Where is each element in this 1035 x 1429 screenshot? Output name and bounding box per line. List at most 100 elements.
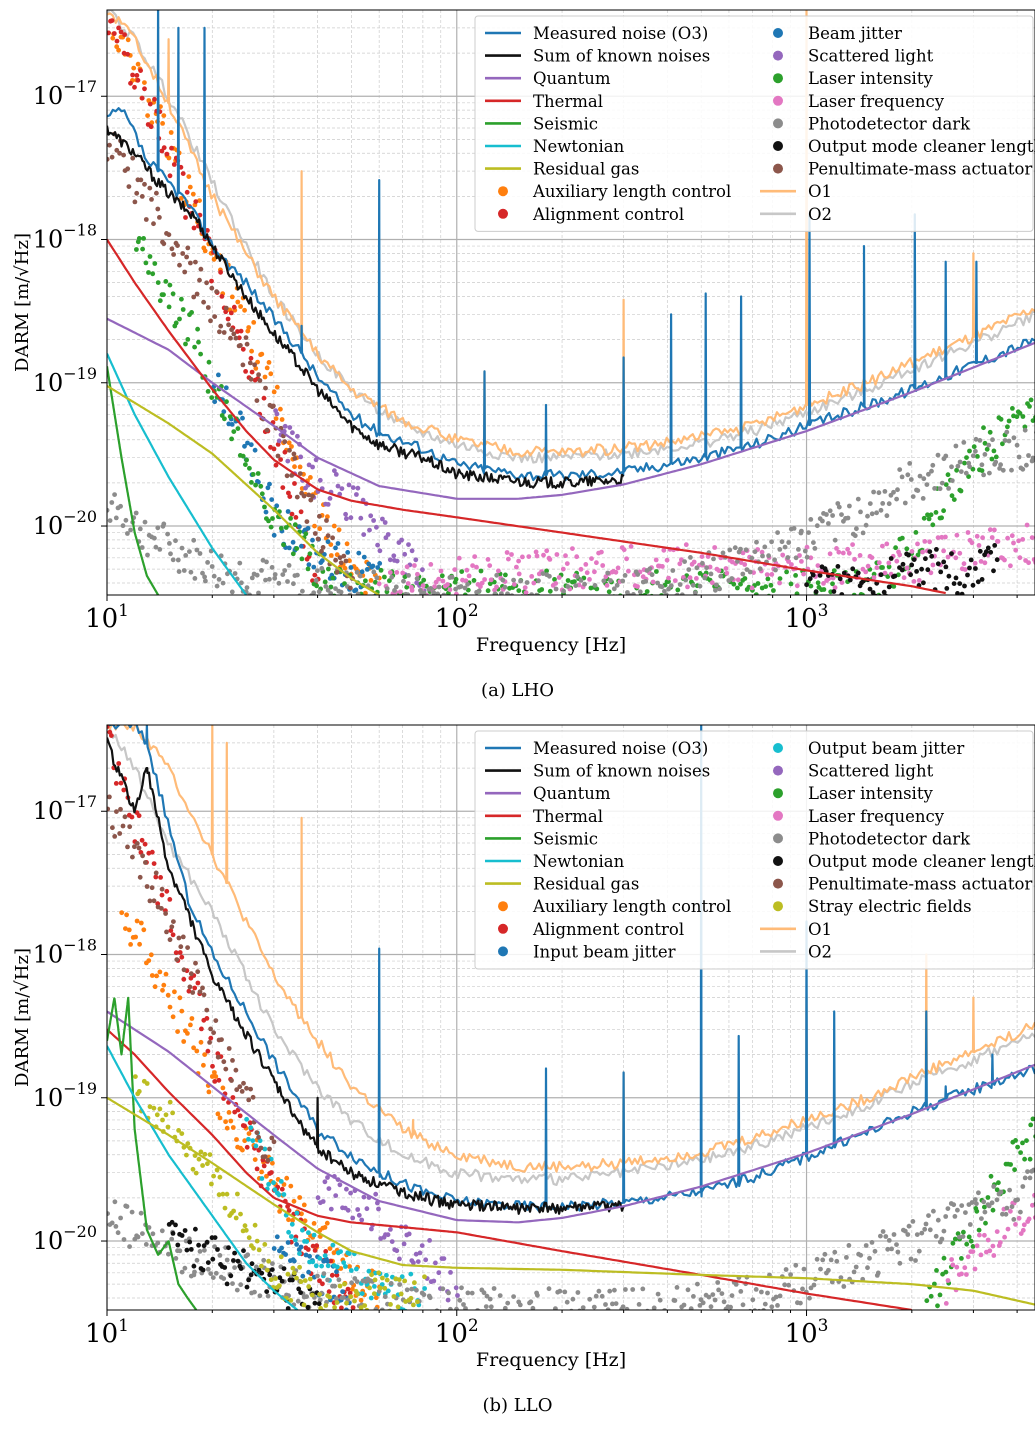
data-point (584, 570, 590, 576)
data-point (989, 535, 995, 540)
data-point (146, 270, 151, 275)
data-point (161, 113, 167, 118)
data-point (255, 471, 261, 476)
y-tick-label: 10−18 (33, 221, 97, 254)
data-point (553, 586, 559, 592)
data-point (409, 588, 415, 593)
data-point (311, 590, 317, 595)
data-point (874, 510, 879, 516)
data-point (631, 592, 636, 595)
data-point (248, 376, 254, 382)
data-point (441, 1256, 447, 1261)
data-point (614, 582, 620, 588)
data-point (135, 77, 141, 83)
data-point (297, 524, 302, 530)
data-point (804, 544, 810, 550)
legend-entry: O1 (760, 182, 832, 201)
data-point (212, 1235, 218, 1240)
data-point (973, 448, 978, 454)
data-point (170, 1110, 176, 1116)
data-point (678, 604, 683, 609)
data-point (348, 585, 353, 591)
data-point (357, 573, 363, 579)
data-point (147, 898, 153, 904)
data-point (874, 565, 880, 571)
data-point (488, 1304, 494, 1310)
x-axis-label: Frequency [Hz] (476, 634, 626, 656)
data-point (303, 531, 309, 537)
data-point (643, 1317, 648, 1322)
data-point (149, 197, 154, 202)
data-point (424, 1320, 429, 1325)
data-point (282, 423, 288, 429)
data-point (479, 580, 485, 586)
data-point (213, 1270, 219, 1276)
data-point (775, 1303, 780, 1308)
data-point (184, 254, 190, 260)
data-point (962, 1265, 968, 1271)
data-point (601, 578, 607, 584)
legend-entry: Output mode cleaner length (773, 137, 1035, 156)
data-point (182, 269, 188, 275)
legend-entry: Output beam jitter (773, 739, 964, 758)
data-point (205, 1161, 210, 1167)
data-point (453, 586, 458, 592)
data-point (592, 583, 598, 588)
data-point (308, 475, 313, 480)
data-point (599, 608, 604, 613)
data-point (264, 427, 270, 433)
data-point (677, 582, 683, 587)
data-point (426, 597, 431, 602)
data-point (691, 1294, 696, 1299)
data-point (201, 299, 207, 305)
data-point (281, 542, 286, 548)
legend-label: Beam jitter (808, 24, 902, 43)
data-point (187, 184, 193, 190)
data-point (626, 568, 631, 574)
series-output-mode-cleaner-length (166, 1219, 322, 1310)
data-point (123, 517, 129, 523)
data-point (902, 1228, 908, 1234)
y-tick-label: 10−20 (33, 1222, 97, 1255)
data-point (306, 1230, 311, 1236)
data-point (185, 245, 191, 251)
series-quantum (107, 317, 1035, 500)
data-point (413, 596, 418, 601)
data-point (141, 236, 147, 241)
legend-label: Alignment control (532, 205, 684, 224)
data-point (273, 1276, 278, 1281)
data-point (253, 366, 259, 371)
data-point (435, 591, 441, 595)
data-point (385, 532, 391, 537)
data-point (957, 581, 963, 586)
data-point (380, 1275, 385, 1281)
data-point (175, 243, 180, 249)
data-point (205, 305, 211, 310)
data-point (176, 935, 182, 941)
data-point (958, 469, 964, 474)
data-point (271, 403, 276, 409)
data-point (857, 608, 862, 613)
series-photodetector-dark (107, 1167, 1035, 1325)
data-point (267, 1272, 273, 1278)
data-point (839, 580, 845, 585)
data-point (435, 596, 440, 601)
data-point (209, 395, 215, 400)
data-point (307, 1253, 312, 1259)
data-point (878, 1233, 883, 1239)
data-point (712, 545, 718, 550)
data-point (773, 1294, 779, 1300)
data-point (285, 1306, 291, 1310)
data-point (188, 971, 194, 977)
data-point (826, 1267, 831, 1273)
data-point (738, 1289, 744, 1294)
data-point (345, 606, 350, 611)
data-point (979, 468, 985, 473)
data-point (474, 564, 479, 570)
data-point (738, 546, 743, 552)
data-point (905, 472, 911, 478)
data-point (440, 1286, 446, 1292)
data-point (409, 1286, 415, 1292)
data-point (759, 599, 764, 604)
data-point (1026, 560, 1031, 566)
